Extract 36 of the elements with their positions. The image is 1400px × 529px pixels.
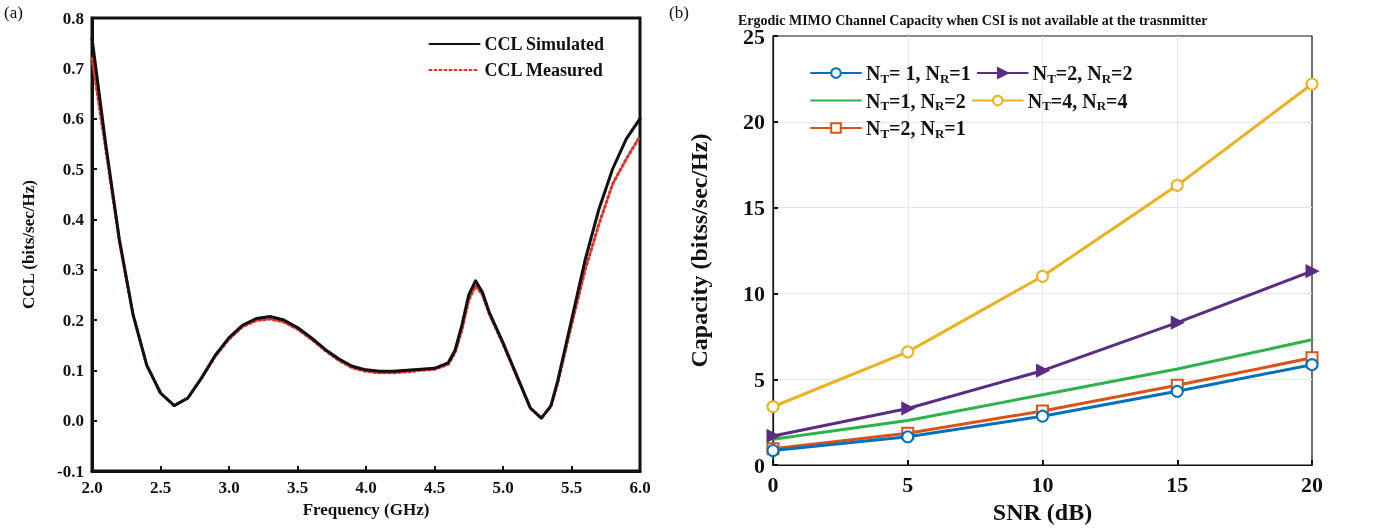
y-tick-label: 0.5 bbox=[62, 159, 84, 179]
y-tick-label: 0 bbox=[754, 452, 765, 478]
x-tick-label: 20 bbox=[1301, 471, 1323, 497]
y-tick-label: 10 bbox=[743, 280, 765, 306]
y-tick-label: 0.0 bbox=[62, 411, 84, 431]
x-tick-label: 5 bbox=[902, 471, 914, 497]
text: (b) bbox=[669, 3, 689, 22]
y-axis-title: Capacity (bitss/sec/Hz) bbox=[686, 133, 712, 368]
legend-label: CCL Measured bbox=[484, 60, 603, 80]
x-tick-label: 5.0 bbox=[492, 478, 514, 497]
x-axis-title: SNR (dB) bbox=[992, 499, 1093, 525]
y-tick-label: 0.3 bbox=[62, 260, 84, 280]
y-tick-label: 15 bbox=[743, 195, 765, 221]
y-tick-label: 0.6 bbox=[62, 109, 84, 129]
x-tick-label: 4.5 bbox=[423, 478, 446, 497]
y-axis-title: CCL (bits/sec/Hz) bbox=[19, 180, 38, 309]
y-tick-label: -0.1 bbox=[57, 461, 84, 481]
legend-label: CCL Simulated bbox=[484, 34, 605, 54]
y-tick-label: 5 bbox=[754, 366, 765, 392]
y-tick-label: 20 bbox=[743, 109, 765, 135]
x-tick-label: 15 bbox=[1166, 471, 1189, 497]
y-tick-label: 0.4 bbox=[62, 209, 85, 229]
x-tick-label: 3.5 bbox=[286, 478, 309, 497]
x-tick-label: 10 bbox=[1031, 471, 1054, 497]
x-tick-label: 2.0 bbox=[81, 478, 103, 497]
x-tick-label: 2.5 bbox=[149, 478, 172, 497]
x-tick-label: 6.0 bbox=[629, 478, 651, 497]
x-axis-title: Frequency (GHz) bbox=[302, 500, 430, 519]
y-tick-label: 0.2 bbox=[62, 310, 84, 330]
text: (a) bbox=[4, 3, 23, 22]
x-tick-label: 5.5 bbox=[560, 478, 583, 497]
x-tick-label: 4.0 bbox=[355, 478, 377, 497]
x-tick-label: 3.0 bbox=[218, 478, 240, 497]
y-tick-label: 0.1 bbox=[62, 360, 84, 380]
y-tick-label: 0.7 bbox=[62, 58, 85, 78]
y-tick-label: 0.8 bbox=[62, 8, 84, 28]
